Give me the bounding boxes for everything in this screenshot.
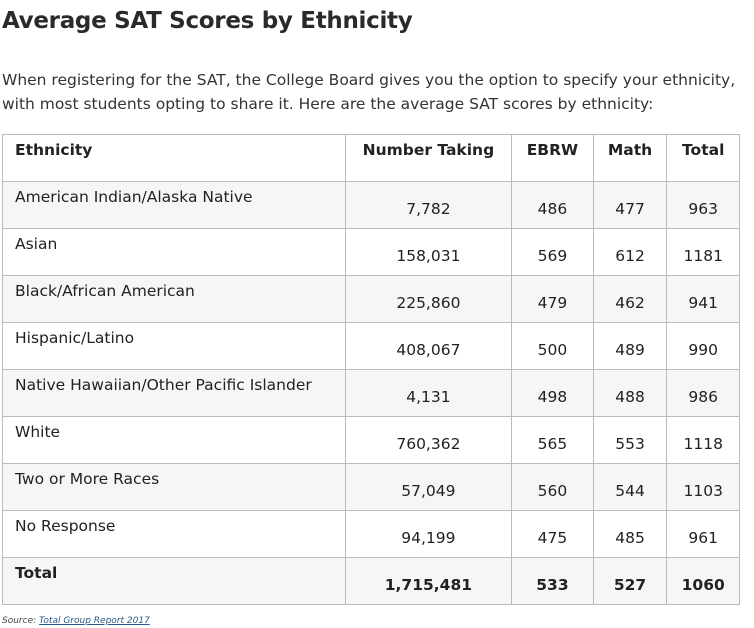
table-cell: Native Hawaiian/Other Pacific Islander	[2, 369, 346, 417]
table-cell: Hispanic/Latino	[2, 322, 346, 370]
table-cell: 961	[666, 510, 740, 558]
sat-scores-table: Ethnicity Number Taking EBRW Math Total Amer…	[2, 134, 740, 605]
column-header: Total	[666, 134, 740, 182]
table-cell: 1181	[666, 228, 740, 276]
table-cell: 7,782	[344, 181, 513, 229]
table-total-row: Total 1,715,481 533 527 1060	[2, 557, 740, 605]
intro-paragraph: When registering for the SAT, the Colleg…	[2, 71, 736, 113]
table-cell: 158,031	[344, 228, 513, 276]
table-cell: No Response	[2, 510, 346, 558]
table-cell: 485	[592, 510, 668, 558]
table-header-row: Ethnicity Number Taking EBRW Math Total	[2, 134, 740, 182]
table-cell: 569	[511, 228, 594, 276]
table-cell: Black/African American	[2, 275, 346, 323]
table-cell: 489	[592, 322, 668, 370]
table-cell: 486	[511, 181, 594, 229]
table-cell: 57,049	[344, 463, 513, 511]
column-header: EBRW	[511, 134, 594, 182]
table-row: White 760,362 565 553 1118	[2, 416, 740, 464]
table-row: Hispanic/Latino 408,067 500 489 990	[2, 322, 740, 370]
table-cell: 1118	[666, 416, 740, 464]
source-note: Source: Total Group Report 2017	[2, 616, 150, 626]
table-row: No Response 94,199 475 485 961	[2, 510, 740, 558]
column-header: Number Taking	[344, 134, 513, 182]
table-cell: 986	[666, 369, 740, 417]
table-cell: 1060	[666, 557, 740, 605]
table-cell: 565	[511, 416, 594, 464]
table-cell: 990	[666, 322, 740, 370]
table-row: Black/African American 225,860 479 462 941	[2, 275, 740, 323]
table-cell: 612	[592, 228, 668, 276]
table-cell: Total	[2, 557, 346, 605]
column-header: Ethnicity	[2, 134, 346, 182]
table-cell: 963	[666, 181, 740, 229]
table-cell: 488	[592, 369, 668, 417]
table-cell: 225,860	[344, 275, 513, 323]
column-header: Math	[592, 134, 668, 182]
table-cell: 462	[592, 275, 668, 323]
table-cell: 941	[666, 275, 740, 323]
table-row: Native Hawaiian/Other Pacific Islander 4,…	[2, 369, 740, 417]
table-cell: 527	[592, 557, 668, 605]
table-row: American Indian/Alaska Native 7,782 486 477…	[2, 181, 740, 229]
table-cell: Two or More Races	[2, 463, 346, 511]
table-cell: Asian	[2, 228, 346, 276]
table-cell: 500	[511, 322, 594, 370]
table-cell: 94,199	[344, 510, 513, 558]
table-cell: 1103	[666, 463, 740, 511]
table-cell: 1,715,481	[344, 557, 513, 605]
table-cell: 760,362	[344, 416, 513, 464]
source-label: Source:	[2, 616, 37, 626]
table-cell: 408,067	[344, 322, 513, 370]
table-cell: 479	[511, 275, 594, 323]
source-link[interactable]: Total Group Report 2017	[39, 616, 150, 626]
table-row: Two or More Races 57,049 560 544 1103	[2, 463, 740, 511]
table-cell: 475	[511, 510, 594, 558]
table-cell: 4,131	[344, 369, 513, 417]
table-cell: 553	[592, 416, 668, 464]
table-cell: 498	[511, 369, 594, 417]
page-title: Average SAT Scores by Ethnicity	[2, 8, 413, 34]
table-cell: 544	[592, 463, 668, 511]
table-cell: 560	[511, 463, 594, 511]
table-cell: American Indian/Alaska Native	[2, 181, 346, 229]
table-row: Asian 158,031 569 612 1181	[2, 228, 740, 276]
table-cell: White	[2, 416, 346, 464]
table-cell: 533	[511, 557, 594, 605]
table-cell: 477	[592, 181, 668, 229]
